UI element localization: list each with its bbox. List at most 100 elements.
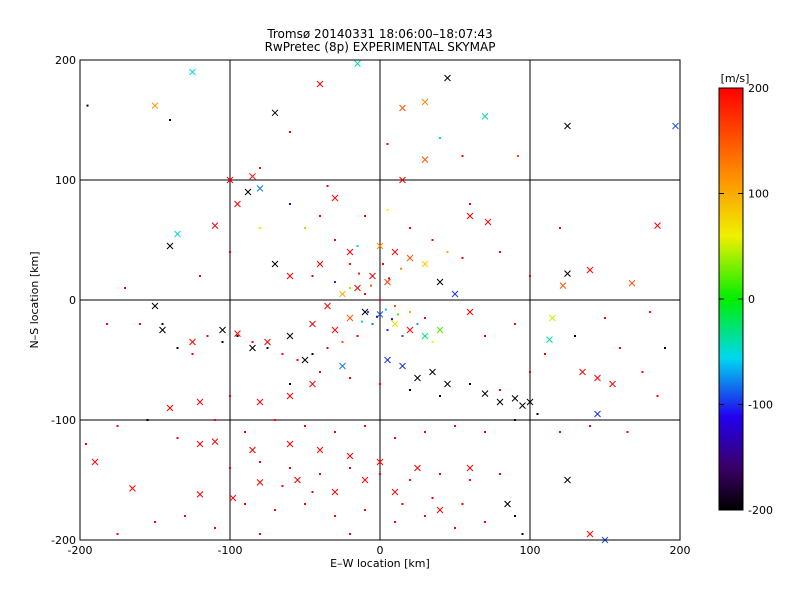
point-x-0-17	[331, 194, 339, 202]
point-dot-1-118	[229, 251, 231, 253]
point-dot-1-97	[349, 533, 351, 535]
point-x-0-13	[211, 222, 219, 229]
point-x-0-60	[249, 446, 256, 454]
point-x-0-27	[549, 314, 556, 322]
point-x-0-22	[564, 270, 571, 277]
point-x-0-5	[354, 60, 361, 67]
point-x-0-102	[466, 308, 474, 316]
point-dot-1-139	[349, 263, 351, 265]
point-x-0-4	[316, 80, 324, 88]
point-dot-1-59	[424, 431, 426, 433]
point-dot-1-75	[349, 467, 351, 469]
point-x-0-29	[151, 302, 159, 310]
point-dot-1-42	[191, 353, 194, 355]
point-x-0-42	[391, 320, 399, 328]
point-x-0-51	[429, 368, 436, 376]
point-dot-1-129	[376, 315, 378, 318]
point-x-0-9	[481, 113, 489, 120]
point-x-0-103	[369, 272, 376, 280]
point-dot-1-51	[176, 437, 179, 439]
point-dot-1-115	[604, 317, 606, 319]
point-dot-1-83	[304, 503, 306, 505]
point-x-0-61	[286, 440, 294, 448]
point-x-0-59	[211, 438, 219, 445]
colorbar-tick-label-2: 0	[748, 293, 755, 306]
point-x-0-50	[414, 374, 421, 382]
point-dot-1-20	[349, 287, 351, 289]
point-dot-1-77	[409, 479, 411, 481]
point-x-0-3	[271, 109, 279, 117]
point-x-0-73	[361, 476, 369, 484]
point-dot-1-33	[326, 347, 329, 349]
point-x-0-37	[309, 320, 316, 328]
point-dot-1-22	[379, 299, 381, 301]
point-dot-1-26	[371, 323, 374, 325]
point-x-0-15	[249, 173, 256, 180]
point-x-0-77	[504, 500, 511, 508]
y-tick-label-1: -100	[51, 414, 76, 427]
point-dot-1-137	[400, 267, 402, 270]
point-dot-1-37	[266, 347, 269, 349]
point-dot-1-131	[391, 318, 393, 321]
point-dot-1-41	[206, 335, 209, 337]
point-x-0-30	[159, 326, 166, 334]
y-tick-label-4: 200	[55, 54, 76, 67]
point-dot-1-44	[161, 323, 164, 325]
point-dot-1-21	[364, 293, 366, 295]
colorbar-label: [m/s]	[721, 72, 750, 85]
point-x-0-96	[376, 242, 384, 250]
point-dot-1-61	[484, 431, 486, 433]
point-dot-1-36	[281, 353, 284, 355]
point-dot-1-72	[259, 461, 261, 463]
point-x-0-85	[166, 404, 174, 412]
point-dot-1-63	[536, 413, 539, 415]
point-dot-1-64	[559, 431, 561, 433]
point-dot-1-18	[311, 275, 314, 277]
point-dot-1-82	[274, 509, 276, 511]
chart-subtitle: RwPretec (8p) EXPERIMENTAL SKYMAP	[265, 40, 496, 54]
point-x-0-81	[594, 410, 601, 418]
point-dot-1-123	[499, 251, 501, 253]
point-x-0-56	[519, 402, 526, 409]
point-dot-1-71	[229, 467, 231, 469]
point-x-0-82	[579, 368, 586, 376]
plot-frame	[79, 59, 681, 541]
point-dot-1-81	[244, 503, 246, 505]
point-dot-1-16	[446, 251, 449, 253]
point-dot-1-68	[664, 347, 666, 349]
point-dot-1-25	[424, 317, 426, 319]
point-x-0-98	[406, 254, 414, 262]
point-dot-1-38	[251, 341, 254, 343]
point-x-0-64	[376, 458, 384, 466]
point-x-0-53	[481, 390, 489, 397]
point-dot-1-98	[311, 491, 314, 493]
point-dot-1-23	[394, 305, 396, 307]
point-x-0-101	[451, 290, 459, 298]
x-axis-ticks: -200 -100 0 100 200	[68, 544, 691, 557]
point-dot-1-126	[514, 323, 516, 325]
point-dot-1-89	[484, 521, 486, 523]
point-x-0-70	[256, 479, 264, 486]
point-x-0-54	[496, 398, 504, 406]
point-x-0-10	[564, 122, 571, 130]
point-dot-1-133	[397, 313, 399, 316]
point-dot-1-58	[394, 437, 396, 439]
point-dot-1-52	[214, 419, 216, 421]
point-dot-1-80	[499, 473, 501, 475]
x-axis-label: E–W location [km]	[330, 557, 430, 570]
point-dot-1-1	[169, 119, 171, 121]
point-dot-1-55	[304, 425, 306, 427]
colorbar-ticks: -200 -100 0 100 200	[719, 82, 773, 517]
chart-title: Tromsø 20140331 18:06:00–18:07:43	[266, 27, 492, 41]
point-x-0-18	[399, 176, 406, 184]
y-tick-label-0: -200	[51, 534, 76, 547]
point-dot-1-134	[370, 284, 372, 287]
x-tick-label-4: 200	[670, 544, 691, 557]
point-dot-1-12	[304, 227, 306, 229]
point-x-0-100	[436, 278, 444, 286]
y-axis-ticks: -200 -100 0 100 200	[51, 54, 76, 547]
point-x-0-46	[301, 356, 309, 364]
point-x-0-68	[129, 485, 136, 492]
point-x-0-31	[189, 338, 196, 346]
point-x-0-23	[559, 282, 567, 289]
